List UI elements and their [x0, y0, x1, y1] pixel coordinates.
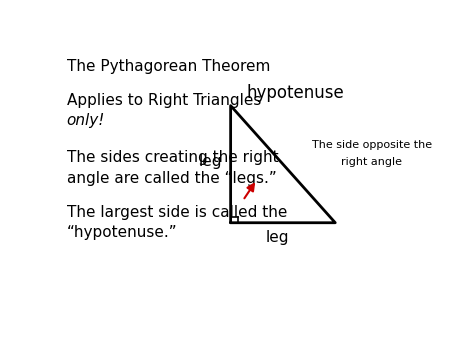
Text: The largest side is called the: The largest side is called the [67, 204, 287, 219]
Text: The sides creating the right: The sides creating the right [67, 150, 279, 165]
Text: leg: leg [266, 230, 289, 245]
Text: hypotenuse: hypotenuse [246, 83, 344, 102]
Text: only!: only! [67, 114, 105, 128]
Text: right angle: right angle [342, 156, 402, 167]
Text: “hypotenuse.”: “hypotenuse.” [67, 225, 177, 240]
Text: angle are called the “legs.”: angle are called the “legs.” [67, 171, 276, 186]
Text: Applies to Right Triangles: Applies to Right Triangles [67, 93, 261, 107]
Text: The side opposite the: The side opposite the [312, 140, 432, 150]
Text: leg: leg [198, 154, 222, 169]
Text: The Pythagorean Theorem: The Pythagorean Theorem [67, 59, 270, 74]
